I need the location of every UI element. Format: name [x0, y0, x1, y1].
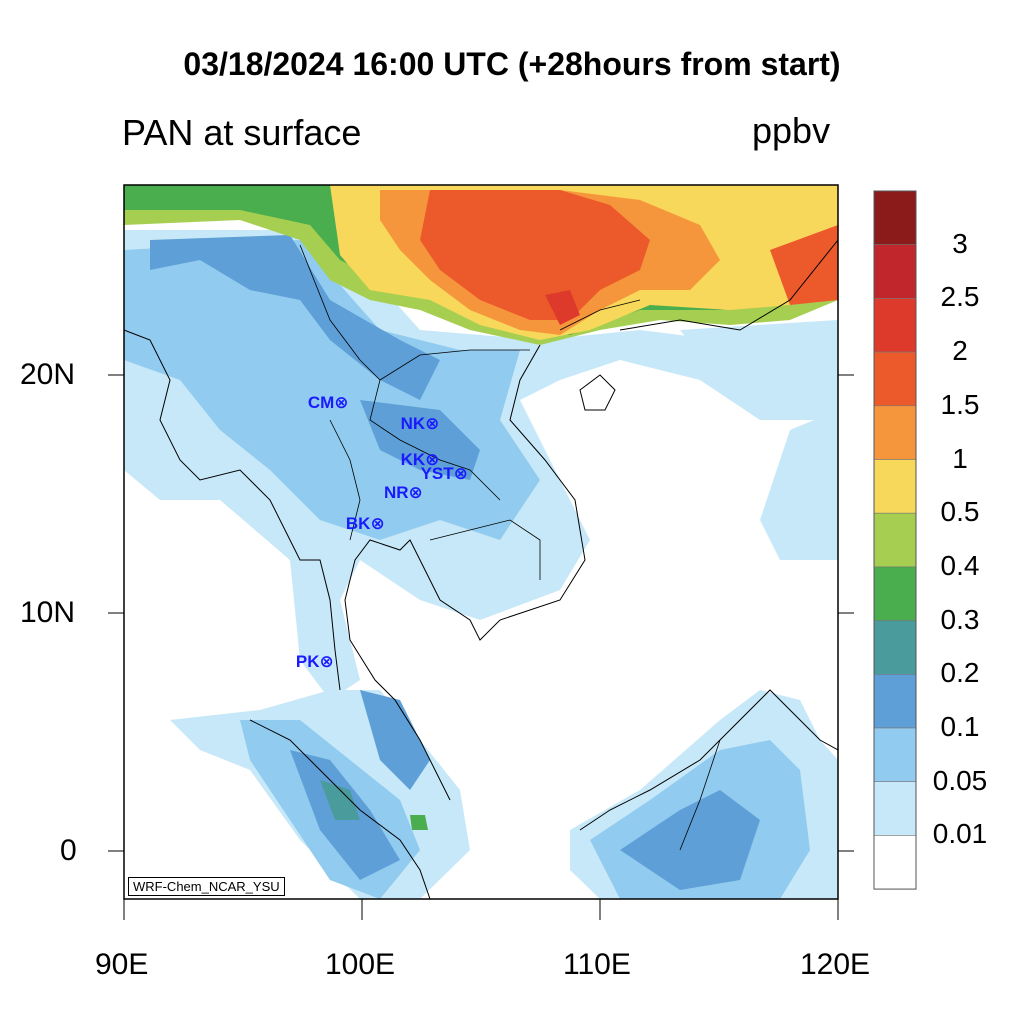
colorbar-swatch [873, 405, 917, 460]
colorbar-swatch [873, 351, 917, 407]
colorbar-swatch [873, 620, 917, 675]
colorbar-swatch [873, 835, 917, 890]
y-tick-label: 10N [20, 596, 76, 629]
colorbar-label: 0.2 [940, 657, 980, 689]
y-tick-label: 20N [20, 358, 76, 391]
colorbar-frame [873, 190, 917, 890]
x-tick-label: 120E [800, 948, 871, 981]
colorbar [873, 190, 917, 890]
colorbar-swatch [873, 673, 917, 729]
colorbar-swatch [873, 781, 917, 836]
colorbar-swatch [873, 244, 917, 299]
x-tick-label: 100E [325, 948, 396, 981]
model-credit: WRF-Chem_NCAR_YSU [128, 877, 285, 896]
colorbar-label: 0.01 [932, 818, 988, 850]
x-tick-label: 90E [95, 948, 149, 981]
station-cm: CM⊗ [307, 392, 349, 412]
station-nr: NR⊗ [383, 483, 423, 502]
x-tick-label: 110E [563, 948, 631, 981]
colorbar-label: 2.5 [940, 281, 980, 313]
colorbar-label: 1 [952, 442, 968, 474]
y-tick-label: 0 [60, 834, 77, 867]
colorbar-swatch [873, 512, 917, 568]
colorbar-swatch [873, 298, 917, 353]
colorbar-label: 0.3 [940, 603, 980, 635]
colorbar-swatch [873, 190, 917, 246]
colorbar-label: 1.5 [940, 388, 980, 420]
colorbar-swatch [873, 566, 917, 621]
station-yst: YST⊗ [420, 463, 468, 483]
colorbar-label: 0.4 [940, 549, 980, 581]
colorbar-swatch [873, 727, 917, 783]
station-nk: NK⊗ [400, 413, 440, 433]
colorbar-swatch [873, 459, 917, 514]
station-pk: PK⊗ [295, 651, 334, 671]
colorbar-label: 0.5 [940, 496, 980, 528]
pan-field [124, 185, 838, 899]
colorbar-label: 3 [952, 227, 968, 259]
station-kk: KK⊗ [400, 449, 440, 469]
colorbar-label: 2 [952, 335, 968, 367]
colorbar-label: 0.1 [940, 711, 980, 742]
station-bk: BK⊗ [345, 513, 385, 533]
map-title: 03/18/2024 16:00 UTC (+28hours from star… [183, 46, 841, 82]
units-label: ppbv [752, 110, 831, 151]
variable-label: PAN at surface [122, 112, 362, 153]
colorbar-label: 0.05 [932, 764, 988, 796]
